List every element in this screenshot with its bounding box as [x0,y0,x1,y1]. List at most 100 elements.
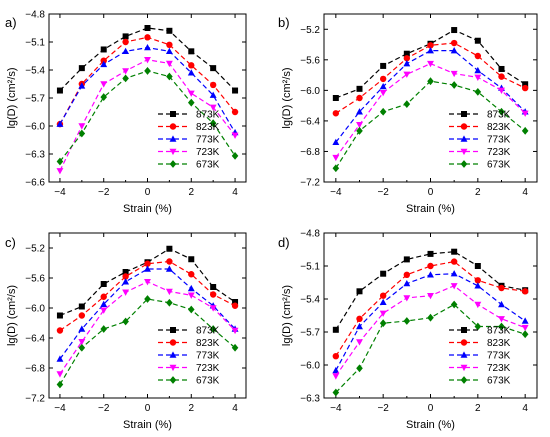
data-point [100,60,108,68]
x-tick-label: 4 [232,187,238,198]
data-point [188,62,195,69]
data-point [521,126,529,135]
data-point [521,317,529,324]
legend-marker [460,376,468,384]
legend-marker [169,376,177,384]
y-tick-label: −4.8 [25,10,45,21]
data-point [379,82,387,90]
data-point [356,288,363,295]
data-point [521,324,529,332]
data-point [144,44,151,51]
data-point [379,75,387,83]
data-point [100,325,108,333]
data-point [403,55,411,62]
data-point [209,81,217,89]
data-point [165,265,173,272]
legend-label: 773K [196,135,220,146]
data-point [474,263,481,269]
data-point [144,260,151,267]
data-point [498,284,505,292]
data-point [498,107,505,116]
data-point [498,65,505,72]
data-point [379,89,387,97]
data-point [144,57,151,64]
data-point [56,87,63,94]
data-point [187,90,195,97]
data-point [427,42,434,49]
x-tick-label: 0 [145,187,151,198]
y-tick-label: −5.4 [25,66,45,77]
data-point [122,68,130,75]
legend-label: 773K [487,351,511,362]
data-point [403,71,411,78]
y-tick-label: −5.2 [25,244,45,255]
data-point [187,305,195,314]
legend-marker [461,327,467,333]
data-point [100,293,107,300]
x-axis-title: Strain (%) [406,419,455,431]
legend-marker [169,135,177,142]
data-point [188,48,195,55]
y-tick-label: −7.2 [25,394,45,405]
legend-marker [460,123,468,130]
data-point [187,98,195,107]
data-point [187,292,195,299]
x-tick-label: −4 [330,187,342,198]
data-point [332,388,340,397]
x-tick-label: −2 [377,187,389,198]
data-point [78,325,86,332]
data-point [427,262,434,270]
data-point [403,271,411,278]
data-point [209,305,217,312]
y-tick-label: −6.3 [300,394,320,405]
data-point [450,47,458,54]
data-point [166,258,173,265]
data-point [56,120,64,127]
y-tick-label: −5.7 [300,328,320,339]
data-point [56,157,64,166]
data-point [332,164,340,173]
y-axis-title: lg(D) (cm²/s) [281,285,293,346]
data-point [498,73,505,80]
data-point [403,295,411,302]
data-point [356,94,363,102]
data-point [450,300,458,309]
data-point [231,132,239,139]
x-axis-title: Strain (%) [123,203,172,215]
legend-marker [169,123,177,130]
y-tick-label: −5.4 [300,295,320,306]
data-point [379,298,387,305]
data-point [451,248,458,255]
data-point [427,293,434,300]
data-point [356,122,363,129]
y-tick-label: −7.2 [300,178,320,189]
y-tick-label: −5.6 [300,55,320,66]
x-tick-label: −4 [330,403,342,414]
data-point [403,50,410,57]
panel-label: c) [5,235,16,250]
legend-marker [169,339,177,346]
data-point [166,41,173,48]
data-point [144,25,151,31]
data-point [187,284,195,292]
data-point [209,291,217,298]
legend-label: 873K [196,110,220,121]
y-tick-label: −5.6 [25,274,45,285]
data-point [356,322,363,330]
data-point [332,95,339,101]
data-point [356,126,363,135]
data-point [332,154,340,162]
y-tick-label: −5.7 [25,94,45,105]
data-point [474,66,482,74]
data-point [498,87,505,94]
x-tick-label: 4 [522,187,528,198]
data-point [56,168,64,175]
legend-marker [169,160,177,168]
x-axis-title: Strain (%) [123,419,172,431]
data-point [144,295,151,303]
data-point [474,74,482,81]
legend-label: 723K [196,363,220,374]
legend-label: 873K [487,326,511,337]
data-point [122,269,129,275]
